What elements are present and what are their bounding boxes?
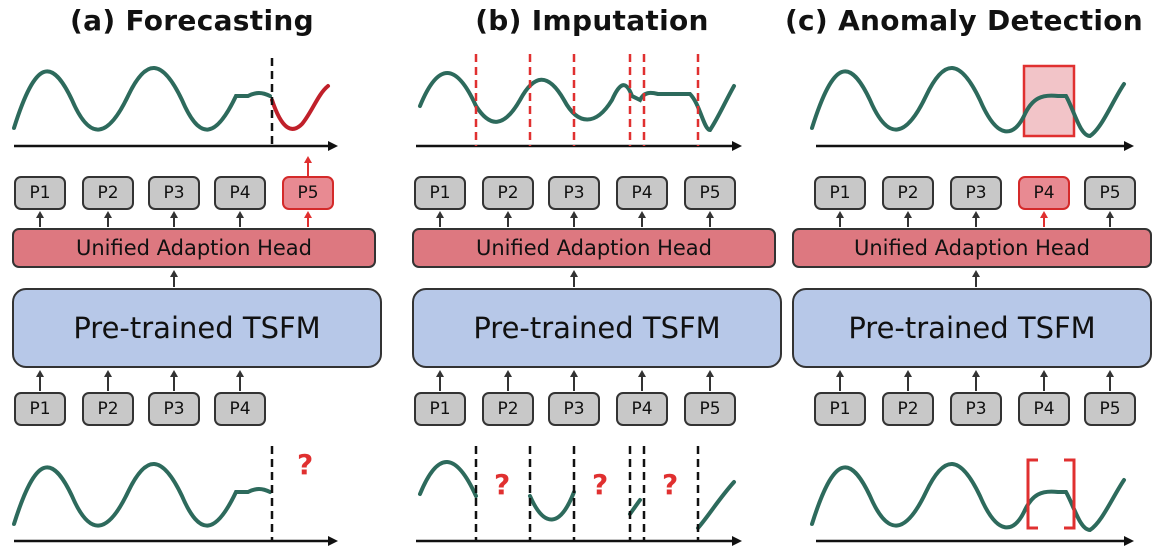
input-patch: P4 bbox=[214, 392, 266, 426]
pretrained-tsfm: Pre-trained TSFM bbox=[412, 288, 782, 368]
arrowhead bbox=[170, 270, 178, 277]
time-axis-arrowhead bbox=[328, 536, 338, 546]
output-patch: P5 bbox=[1084, 176, 1136, 210]
time-axis-arrowhead bbox=[1124, 536, 1134, 546]
input-patch: P5 bbox=[684, 392, 736, 426]
arrowhead bbox=[36, 370, 44, 377]
input-series-curve bbox=[810, 462, 1126, 533]
time-axis-arrowhead bbox=[1124, 141, 1134, 151]
output-patch-highlighted: P5 bbox=[282, 176, 334, 210]
output-patch: P3 bbox=[950, 176, 1002, 210]
output-series-curve bbox=[418, 71, 736, 133]
output-patch: P2 bbox=[882, 176, 934, 210]
input-series-segment bbox=[696, 480, 736, 530]
input-series-segment bbox=[418, 460, 478, 498]
output-patch: P2 bbox=[482, 176, 534, 210]
arrowhead bbox=[436, 370, 444, 377]
panel-title: (c) Anomaly Detection bbox=[784, 4, 1144, 37]
pretrained-tsfm: Pre-trained TSFM bbox=[12, 288, 382, 368]
arrowhead bbox=[904, 211, 912, 218]
input-series-segment bbox=[628, 498, 642, 516]
input-series-segment bbox=[528, 490, 576, 522]
time-axis-arrowhead bbox=[732, 141, 742, 151]
arrowhead bbox=[236, 211, 244, 218]
input-patch: P4 bbox=[1018, 392, 1070, 426]
arrowhead bbox=[170, 211, 178, 218]
panel-anomaly-detection: (c) Anomaly Detection bbox=[772, 0, 1152, 556]
input-patch: P1 bbox=[414, 392, 466, 426]
arrowhead bbox=[170, 370, 178, 377]
output-patch: P2 bbox=[82, 176, 134, 210]
arrowhead bbox=[104, 370, 112, 377]
arrowhead bbox=[638, 370, 646, 377]
question-mark: ? bbox=[662, 468, 678, 501]
input-patch: P2 bbox=[882, 392, 934, 426]
unified-adaption-head: Unified Adaption Head bbox=[12, 228, 376, 268]
arrowhead bbox=[570, 211, 578, 218]
time-axis-arrowhead bbox=[732, 536, 742, 546]
forecast-curve bbox=[270, 84, 330, 131]
anomaly-bracket-left bbox=[1026, 458, 1038, 530]
input-patch: P2 bbox=[482, 392, 534, 426]
question-mark: ? bbox=[592, 468, 608, 501]
input-patch: P3 bbox=[950, 392, 1002, 426]
arrowhead bbox=[706, 211, 714, 218]
arrowhead bbox=[504, 211, 512, 218]
panel-title: (a) Forecasting bbox=[70, 4, 314, 37]
arrowhead bbox=[836, 370, 844, 377]
panel-title: (b) Imputation bbox=[475, 4, 709, 37]
panel-forecasting: (a) Forecasting bbox=[0, 0, 384, 556]
arrowhead bbox=[570, 370, 578, 377]
question-mark: ? bbox=[297, 448, 313, 481]
arrowhead bbox=[1106, 211, 1114, 218]
output-patch: P1 bbox=[814, 176, 866, 210]
output-patch: P4 bbox=[616, 176, 668, 210]
unified-adaption-head: Unified Adaption Head bbox=[792, 228, 1152, 268]
arrowhead bbox=[104, 211, 112, 218]
arrowhead bbox=[706, 370, 714, 377]
panel-graphics bbox=[810, 64, 1134, 546]
arrowhead bbox=[570, 270, 578, 277]
arrowhead bbox=[1040, 370, 1048, 377]
output-patch: P3 bbox=[548, 176, 600, 210]
arrowhead bbox=[436, 211, 444, 218]
arrowhead bbox=[972, 270, 980, 277]
arrowhead bbox=[236, 370, 244, 377]
arrowhead-highlight bbox=[304, 156, 312, 163]
output-patch: P3 bbox=[148, 176, 200, 210]
arrowhead bbox=[904, 370, 912, 377]
input-patch: P3 bbox=[548, 392, 600, 426]
arrowhead bbox=[972, 211, 980, 218]
output-patch: P1 bbox=[14, 176, 66, 210]
input-patch: P1 bbox=[814, 392, 866, 426]
arrowhead bbox=[36, 211, 44, 218]
time-axis-arrowhead bbox=[328, 141, 338, 151]
arrowhead bbox=[836, 211, 844, 218]
panel-graphics: ? ? ? bbox=[416, 54, 742, 546]
input-patch: P5 bbox=[1084, 392, 1136, 426]
input-series-curve bbox=[12, 462, 272, 528]
arrowhead bbox=[1106, 370, 1114, 377]
output-patch-highlighted: P4 bbox=[1018, 176, 1070, 210]
arrowhead-highlight bbox=[1040, 211, 1048, 218]
arrowhead bbox=[638, 211, 646, 218]
panel-graphics: ? bbox=[12, 58, 338, 546]
output-series-curve bbox=[810, 66, 1126, 139]
arrowhead-highlight bbox=[304, 211, 312, 218]
arrowhead bbox=[972, 370, 980, 377]
panel-imputation: (b) Imputation bbox=[400, 0, 784, 556]
unified-adaption-head: Unified Adaption Head bbox=[412, 228, 776, 268]
pretrained-tsfm: Pre-trained TSFM bbox=[792, 288, 1152, 368]
anomaly-bracket-right bbox=[1064, 458, 1076, 530]
output-patch: P1 bbox=[414, 176, 466, 210]
arrowhead bbox=[504, 370, 512, 377]
output-series-curve bbox=[12, 66, 272, 132]
input-patch: P1 bbox=[14, 392, 66, 426]
question-mark: ? bbox=[494, 468, 510, 501]
input-patch: P2 bbox=[82, 392, 134, 426]
output-patch: P5 bbox=[684, 176, 736, 210]
input-patch: P4 bbox=[616, 392, 668, 426]
input-patch: P3 bbox=[148, 392, 200, 426]
output-patch: P4 bbox=[214, 176, 266, 210]
